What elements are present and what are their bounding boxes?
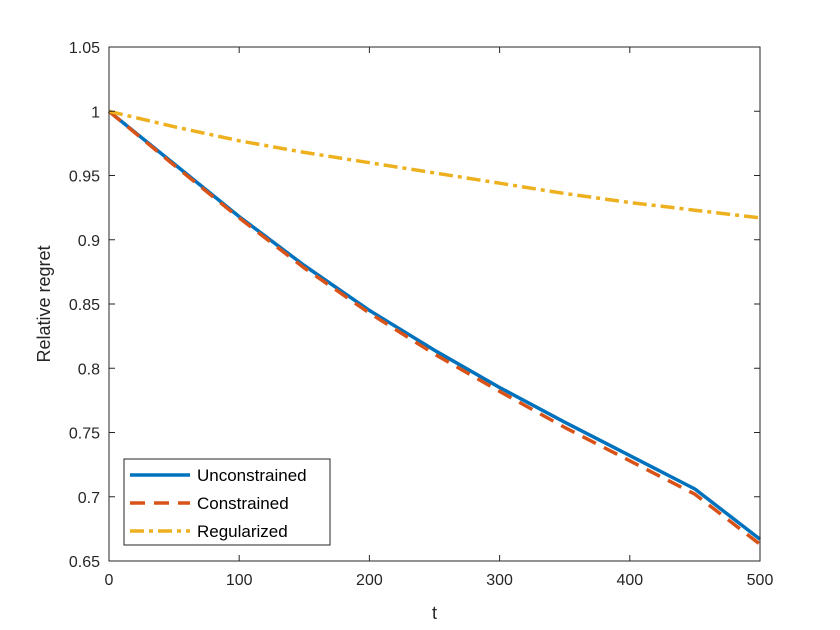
x-tick-label: 300 — [486, 572, 513, 589]
y-axis-ticks: 0.65 0.7 0.75 0.8 0.85 0.9 0.95 1 1.05 — [69, 40, 760, 571]
y-tick-label: 0.65 — [69, 554, 100, 571]
legend: Unconstrained Constrained Regularized — [123, 458, 331, 546]
y-tick-label: 0.75 — [69, 426, 100, 443]
x-axis-ticks: 0 100 200 300 400 500 — [105, 47, 774, 589]
x-tick-label: 500 — [747, 572, 774, 589]
y-tick-label: 0.9 — [78, 233, 100, 250]
series-line-constrained — [107, 109, 762, 546]
y-tick-label: 0.95 — [69, 169, 100, 186]
y-axis-label: Relative regret — [34, 245, 54, 362]
y-tick-label: 1.05 — [69, 40, 100, 57]
series-layer — [107, 109, 762, 546]
y-tick-label: 0.85 — [69, 297, 100, 314]
x-tick-label: 200 — [356, 572, 383, 589]
y-tick-label: 0.7 — [78, 490, 100, 507]
legend-label-unconstrained: Unconstrained — [197, 466, 307, 485]
x-axis-label: t — [432, 603, 437, 623]
x-tick-label: 400 — [616, 572, 643, 589]
legend-label-constrained: Constrained — [197, 494, 289, 513]
y-tick-label: 1 — [91, 104, 100, 121]
x-tick-label: 100 — [226, 572, 253, 589]
series-line-unconstrained — [107, 109, 762, 541]
y-tick-label: 0.8 — [78, 361, 100, 378]
legend-label-regularized: Regularized — [197, 522, 288, 541]
x-tick-label: 0 — [105, 572, 114, 589]
